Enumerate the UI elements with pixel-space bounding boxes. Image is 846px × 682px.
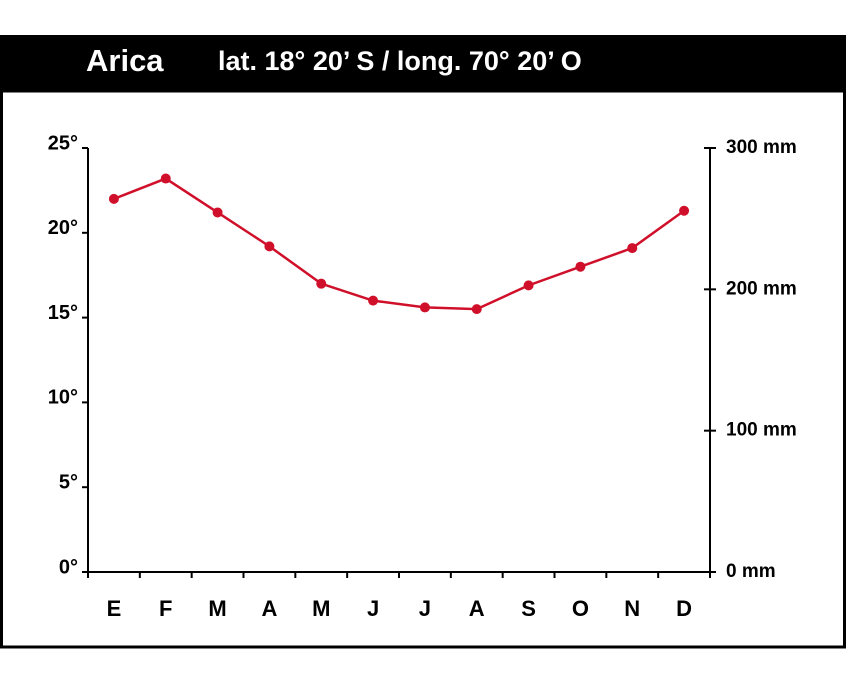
x-tick-label: M (312, 596, 330, 621)
line (113, 177, 685, 311)
y-tick-label: 15° (48, 302, 78, 324)
chart-frame (0, 89, 846, 649)
point (108, 193, 119, 204)
y2-tick-label: 300 mm (726, 137, 797, 158)
point (264, 241, 275, 252)
x-tick-label: D (676, 596, 692, 621)
y2-tick-label: 200 mm (726, 278, 797, 299)
point (368, 295, 379, 306)
x-tick-label: J (419, 596, 431, 621)
x-tick-label: N (624, 596, 640, 621)
x-tick-label: A (261, 596, 277, 621)
y-tick-label: 5° (59, 471, 78, 493)
point (471, 304, 482, 315)
point (627, 243, 638, 254)
x-tick-label: F (159, 596, 172, 621)
x-tick-label: S (521, 596, 536, 621)
point (523, 280, 534, 291)
point (419, 302, 430, 313)
point (679, 205, 690, 216)
chart-title: Arica (86, 43, 164, 78)
x-tick-label: O (572, 596, 589, 621)
y2-tick-label: 100 mm (726, 420, 797, 441)
x-tick-label: A (469, 596, 485, 621)
x-tick-label: E (107, 596, 122, 621)
point (212, 207, 223, 218)
title-band (0, 35, 846, 91)
x-tick-label: J (367, 596, 379, 621)
y2-tick-label: 0 mm (726, 561, 776, 582)
chart-subtitle: lat. 18° 20’ S / long. 70° 20’ O (218, 46, 582, 76)
point (160, 173, 171, 184)
point (316, 278, 327, 289)
y-tick-label: 0° (59, 556, 78, 578)
y-tick-label: 20° (48, 217, 78, 239)
x-tick-label: M (208, 596, 226, 621)
y-tick-label: 25° (48, 132, 78, 154)
y-tick-label: 10° (48, 387, 78, 409)
point (575, 261, 586, 272)
